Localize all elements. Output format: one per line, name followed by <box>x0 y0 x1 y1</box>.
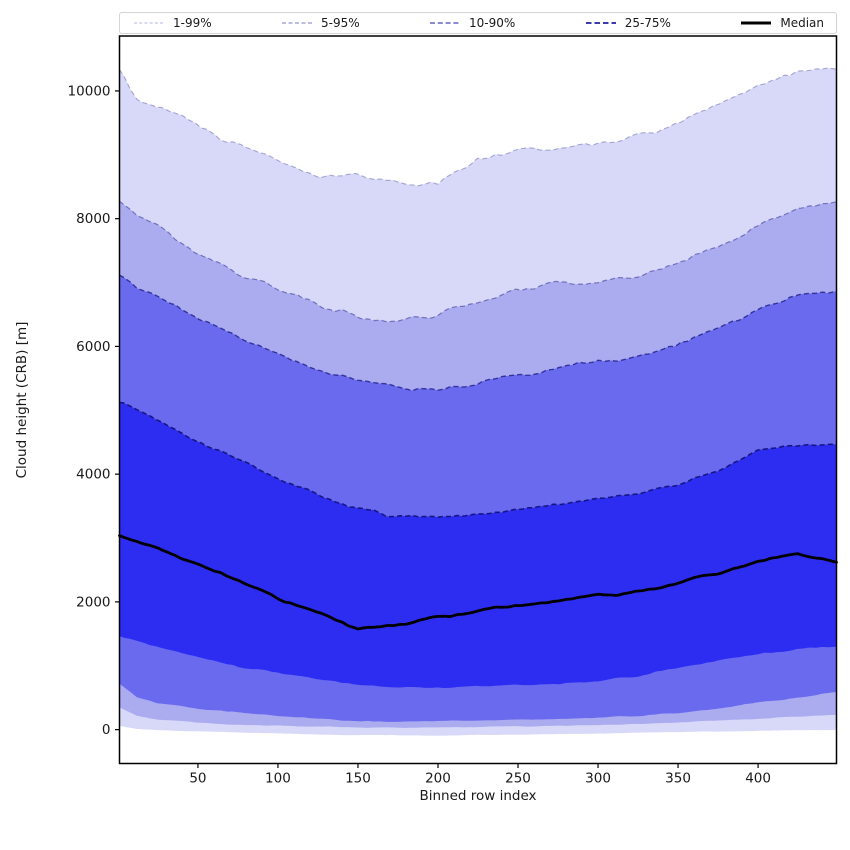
legend-entry-1-99%: 1-99% <box>132 16 212 30</box>
legend: 1-99% 5-95% 10-90% 25-75% Median <box>119 12 837 34</box>
percentile-line-p95 <box>119 200 837 323</box>
y-tick-label-8000: 8000 <box>76 211 110 227</box>
x-tick-label-350: 350 <box>665 771 691 787</box>
legend-entry-5-95%: 5-95% <box>280 16 360 30</box>
legend-line-sample <box>134 22 164 24</box>
legend-line-sample <box>430 22 461 24</box>
axes: 50 100 150 200 250 300 350 40002000400060008000… <box>68 35 838 787</box>
percentile-line-p99 <box>119 67 837 187</box>
legend-line-sample <box>741 21 772 25</box>
x-tick-label-200: 200 <box>425 771 451 787</box>
y-axis-label: Cloud height (CRB) [m] <box>14 322 30 479</box>
x-tick-label-150: 150 <box>345 771 371 787</box>
y-tick-label-0: 0 <box>102 722 111 738</box>
y-tick-label-6000: 6000 <box>76 339 110 355</box>
y-tick-label-10000: 10000 <box>68 83 111 99</box>
x-tick-label-100: 100 <box>265 771 291 787</box>
plot-area <box>118 67 838 736</box>
y-tick-label-4000: 4000 <box>76 467 110 483</box>
x-tick-label-50: 50 <box>189 771 206 787</box>
x-tick-label-250: 250 <box>505 771 531 787</box>
median-line <box>118 534 838 631</box>
x-tick-label-400: 400 <box>745 771 771 787</box>
legend-label: 10-90% <box>469 16 516 30</box>
legend-label: Median <box>780 16 824 30</box>
legend-label: 5-95% <box>321 16 360 30</box>
plot-border <box>118 35 838 765</box>
legend-entry-25-75%: 25-75% <box>584 16 671 30</box>
percentile-line-p75 <box>119 401 837 518</box>
legend-entry-Median: Median <box>739 16 824 30</box>
x-axis-label: Binned row index <box>419 788 536 804</box>
percentile-line-p90 <box>119 274 837 391</box>
y-tick-label-2000: 2000 <box>76 594 110 610</box>
legend-label: 1-99% <box>173 16 212 30</box>
legend-entry-10-90%: 10-90% <box>428 16 515 30</box>
legend-label: 25-75% <box>624 16 671 30</box>
legend-line-sample <box>282 22 313 24</box>
x-tick-label-300: 300 <box>585 771 611 787</box>
band-fill-25-75% <box>119 402 837 689</box>
legend-line-sample <box>585 22 616 24</box>
